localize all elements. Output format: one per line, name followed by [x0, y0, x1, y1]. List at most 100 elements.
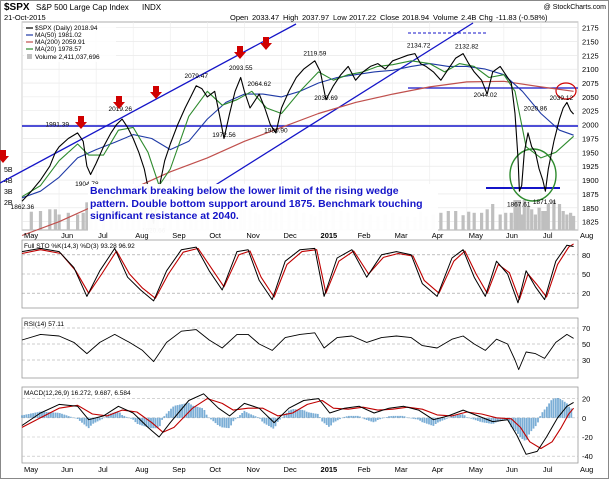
macd-histogram-bar [50, 412, 52, 418]
macd-histogram-bar [136, 417, 139, 424]
volume-bar [504, 212, 508, 231]
macd-tick-label: -40 [582, 452, 593, 461]
macd-histogram-bar [252, 415, 255, 418]
macd-histogram-bar [566, 403, 568, 418]
macd-histogram-bar [285, 412, 288, 418]
macd-histogram-bar [274, 417, 277, 427]
macd-histogram-bar [30, 413, 32, 418]
macd-histogram-bar [234, 417, 237, 420]
macd-histogram-bar [92, 417, 95, 424]
macd-histogram-bar [379, 417, 381, 420]
month-label: Nov [246, 465, 260, 474]
volume-bar [569, 212, 573, 231]
macd-histogram-bar [87, 417, 90, 429]
exchange-label: INDX [142, 3, 162, 12]
macd-frame [21, 386, 579, 464]
macd-histogram-bar [499, 417, 502, 422]
macd-histogram-bar [394, 415, 397, 418]
macd-histogram-bar [241, 413, 244, 418]
macd-histogram-bar [276, 417, 279, 422]
close-value: 2018.94 [402, 13, 429, 22]
rsi-tick-label: 50 [582, 340, 590, 349]
price-point-label: 1972.56 [212, 132, 236, 139]
price-tick-label: 2150 [582, 37, 599, 46]
macd-histogram-bar [210, 417, 212, 420]
macd-histogram-bar [554, 398, 557, 418]
price-tick-label: 2050 [582, 93, 599, 102]
macd-histogram-bar [154, 417, 157, 429]
volume-bar [543, 211, 547, 230]
wedge-lower-trendline [197, 22, 474, 197]
macd-histogram-bar [352, 415, 355, 418]
month-label: Jul [98, 465, 108, 474]
macd-histogram-bar [194, 406, 197, 418]
month-label: May [469, 231, 483, 240]
macd-histogram-bar [243, 410, 246, 418]
macd-histogram-bar [34, 412, 37, 418]
price-line [21, 53, 575, 224]
macd-histogram-bar [130, 417, 132, 419]
macd-histogram-bar [176, 405, 179, 418]
macd-histogram-bar [510, 417, 513, 427]
volume-bar [485, 209, 489, 231]
macd-histogram-bar [32, 413, 34, 418]
volume-label: Volume [433, 13, 458, 22]
macd-histogram-bar [348, 415, 350, 418]
price-tick-label: 1925 [582, 162, 599, 171]
price-tick-label: 1900 [582, 176, 599, 185]
macd-histogram-bar [38, 411, 41, 418]
price-point-label: 2093.55 [229, 65, 253, 72]
stochastic-tick-label: 80 [582, 251, 590, 260]
macd-tick-label: -20 [582, 433, 593, 442]
price-point-label: 2134.72 [407, 42, 431, 49]
macd-histogram-bar [356, 415, 359, 418]
macd-histogram-bar [376, 417, 379, 420]
macd-histogram-bar [216, 417, 219, 425]
macd-histogram-bar [512, 417, 515, 430]
macd-histogram-bar [107, 414, 110, 418]
macd-histogram-bar [116, 411, 119, 418]
macd-histogram-bar [543, 409, 546, 418]
macd-histogram-bar [161, 417, 163, 420]
arrow-icon [150, 86, 162, 99]
macd-histogram-bar [74, 417, 77, 419]
macd-histogram-bar [530, 417, 533, 432]
macd-histogram-bar [67, 416, 70, 418]
stochastic-title: Full STO %K(14,3) %D(3) 93.28 96.92 [24, 243, 135, 250]
volume-bar [522, 200, 526, 230]
chart-date: 21-Oct-2015 [4, 13, 46, 22]
macd-histogram-bar [165, 413, 168, 418]
macd-histogram-bar [483, 417, 486, 423]
open-label: Open [230, 13, 248, 22]
volume-bar [509, 212, 513, 231]
macd-histogram-bar [272, 417, 275, 429]
month-label: Aug [580, 231, 593, 240]
macd-histogram-bar [192, 405, 195, 418]
ohlc-summary: Open 2033.47 High 2037.97 Low 2017.22 Cl… [230, 13, 548, 22]
macd-histogram-bar [236, 417, 239, 418]
macd-histogram-bar [410, 417, 413, 419]
stochastic-tick-label: 50 [582, 270, 590, 279]
volume-bar [480, 212, 484, 231]
month-label: Jun [61, 231, 73, 240]
macd-histogram-bar [441, 417, 444, 421]
month-axis-top: May Jun Jul Aug Sep Oct Nov Dec 2015 Feb Mar Apr May… [24, 231, 593, 240]
price-point-label: 2064.62 [247, 81, 271, 88]
stochastic-tick-label: 20 [582, 289, 590, 298]
price-point-label: 2020.86 [524, 106, 548, 113]
macd-histogram-bar [254, 416, 257, 418]
macd-histogram-bar [434, 417, 437, 424]
macd-histogram-bar [303, 410, 306, 418]
macd-histogram-bar [461, 414, 464, 418]
high-label: High [283, 13, 298, 22]
macd-histogram-bar [223, 417, 226, 428]
rsi-gridlines [22, 327, 578, 361]
legend-ma50: MA(50) 1981.02 [35, 32, 82, 39]
macd-histogram-bar [388, 416, 390, 418]
month-axis-bottom: May Jun Jul Aug Sep Oct Nov Dec 2015 Feb Mar Apr May… [24, 465, 593, 474]
macd-histogram-bar [247, 413, 250, 418]
macd-histogram-bar [221, 417, 224, 428]
volume-bar [491, 204, 495, 230]
macd-histogram-bar [76, 417, 79, 419]
macd-histogram-bar [368, 417, 370, 421]
